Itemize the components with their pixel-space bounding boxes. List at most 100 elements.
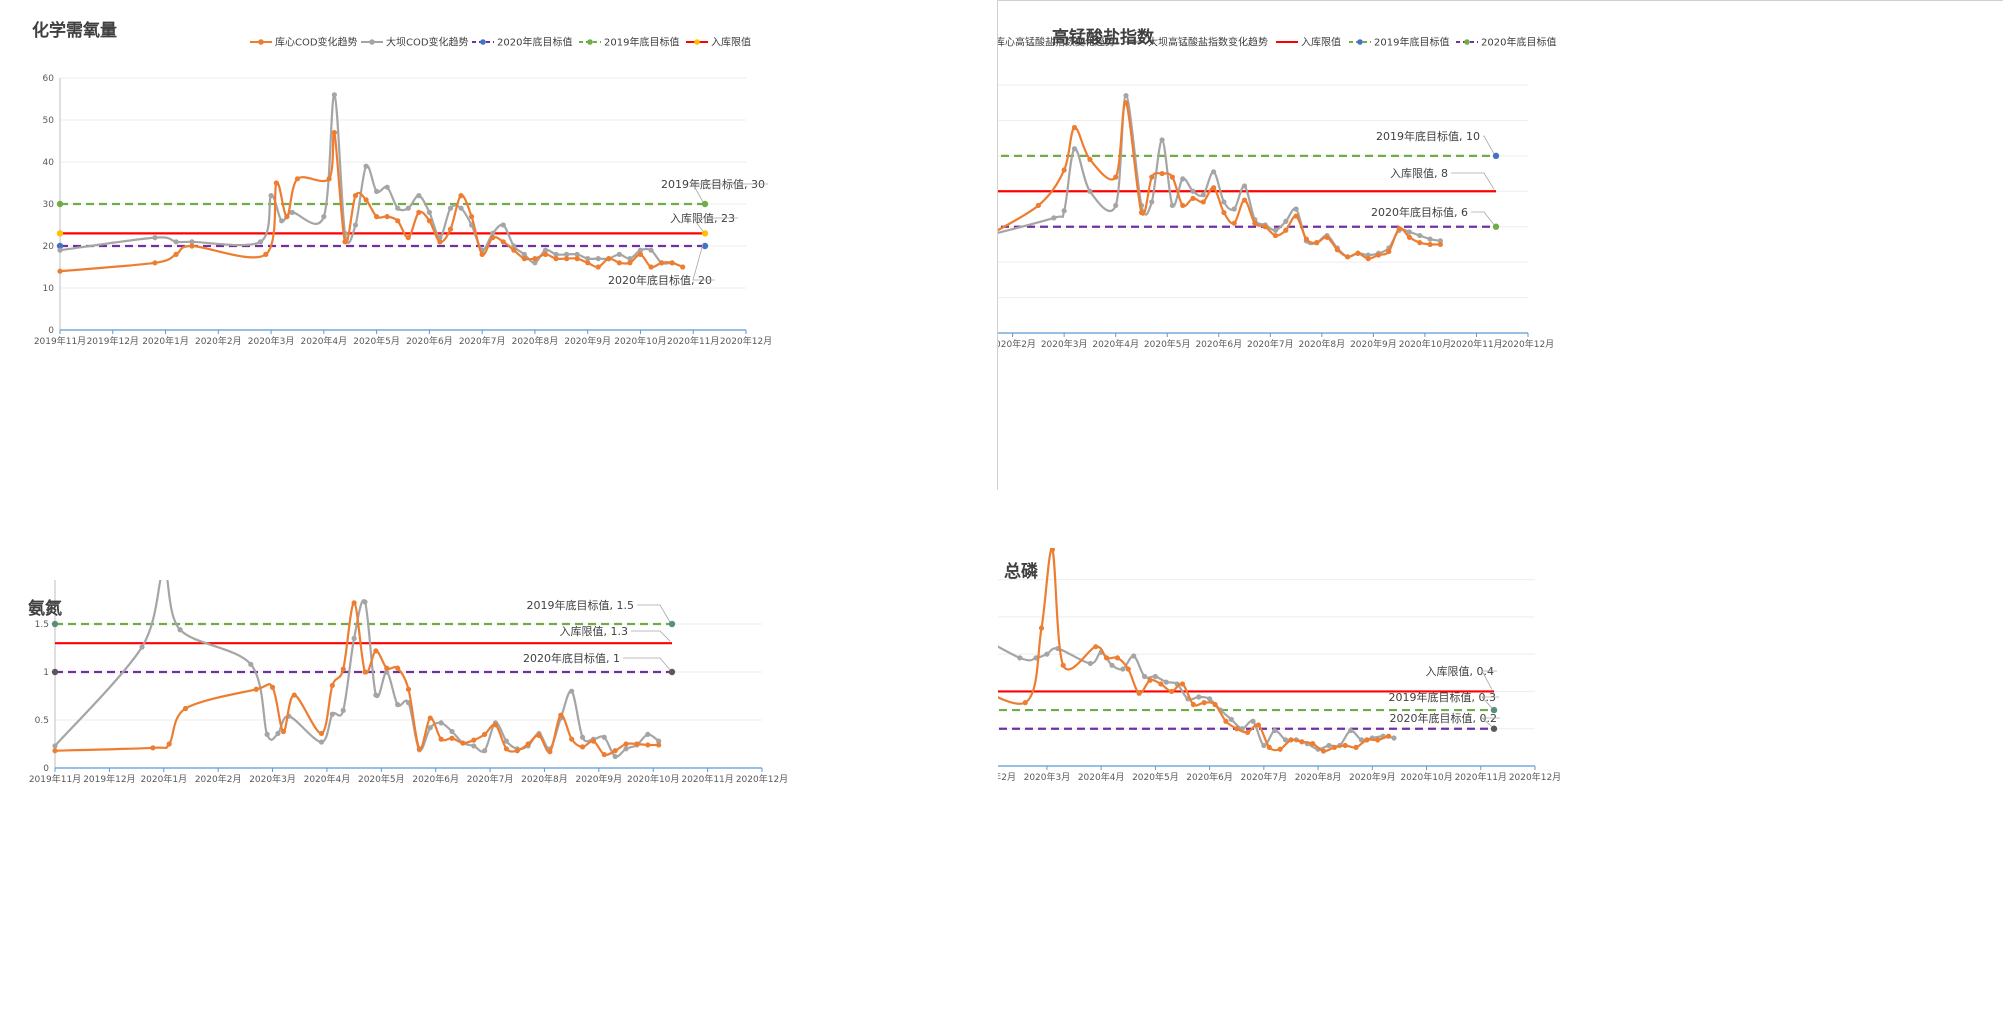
x-tick-label: 2020年2月 [195, 773, 242, 785]
data-point [1190, 701, 1196, 708]
data-point [177, 627, 183, 633]
legend-item: 大坝高锰酸盐指数变化趋势 [1123, 36, 1268, 49]
reference-label: 2020年底目标值, 0.2 [1390, 711, 1497, 725]
data-point [521, 256, 527, 262]
data-point [532, 256, 538, 262]
x-tick-label: 2020年3月 [249, 773, 296, 785]
data-point [318, 730, 325, 737]
data-point [585, 260, 591, 266]
data-point [1060, 662, 1066, 668]
data-point [1061, 167, 1067, 173]
data-point [1282, 737, 1289, 743]
data-point [680, 264, 686, 270]
data-point [1241, 183, 1248, 189]
data-point [1200, 192, 1206, 198]
x-tick-label: 2020年7月 [1247, 338, 1294, 350]
reference-end-marker [701, 242, 709, 250]
data-point [585, 256, 591, 262]
series-line [59, 130, 684, 273]
data-point [1103, 655, 1110, 661]
data-point [1180, 202, 1186, 209]
data-point [263, 251, 269, 257]
reference-end-marker [1490, 706, 1498, 714]
data-point [1241, 197, 1248, 203]
data-point [363, 163, 369, 169]
data-point [1212, 701, 1218, 708]
data-point [1293, 206, 1299, 212]
data-point [248, 661, 254, 667]
x-tick-label: 2020年6月 [1195, 338, 1242, 350]
data-point [511, 247, 517, 253]
y-tick-label: 20 [43, 242, 55, 252]
data-point [1221, 199, 1227, 205]
legend-marker [369, 39, 375, 45]
data-point [563, 256, 570, 262]
data-point [1159, 170, 1165, 177]
reference-label: 入库限值, 8 [1390, 167, 1448, 180]
legend-item: 大坝COD变化趋势 [361, 36, 469, 49]
reference-label: 2020年底目标值, 20 [608, 273, 712, 287]
chart-title: 高锰酸盐指数 [1052, 28, 1154, 48]
data-point [1355, 250, 1361, 256]
data-point [612, 748, 618, 754]
data-point [437, 239, 443, 245]
data-point [1234, 726, 1240, 732]
y-tick-label: 2 [43, 580, 49, 582]
data-point [1022, 700, 1028, 706]
data-point [645, 742, 651, 748]
reference-leader-line [692, 217, 738, 232]
data-point [1342, 742, 1348, 749]
data-point [57, 268, 63, 274]
legend-item: 入库限值 [1276, 36, 1341, 49]
data-point [1113, 174, 1119, 180]
data-point [525, 741, 531, 747]
y-tick-label: 40 [43, 158, 55, 168]
data-point [405, 205, 411, 211]
x-tick-label: 2020年10月 [1400, 771, 1452, 783]
x-tick-label: 2020年12月 [1502, 338, 1554, 350]
data-point [173, 239, 179, 245]
data-point [1283, 218, 1289, 224]
data-point [269, 684, 276, 690]
data-point [1113, 202, 1119, 209]
data-point [1272, 227, 1279, 233]
data-point [569, 688, 575, 694]
data-point [1169, 174, 1175, 180]
data-point [253, 686, 259, 692]
data-point [1417, 232, 1423, 239]
data-point [536, 732, 542, 738]
x-tick-label: 2020年10月 [1399, 338, 1451, 350]
data-point [1071, 146, 1078, 152]
chart-panel-nh3: 氨氮 00.511.522.52019年11月2019年12月2020年1月20… [0, 484, 997, 1006]
data-point [447, 226, 454, 232]
data-point [1326, 742, 1332, 749]
data-point [623, 741, 629, 747]
reference-end-marker [701, 200, 709, 208]
chart-title: 氨氮 [28, 599, 62, 619]
data-point [405, 686, 412, 692]
legend-item: 2019年底目标值 [1349, 36, 1449, 49]
data-point [579, 734, 586, 740]
data-point [351, 600, 357, 606]
data-point [1310, 741, 1316, 747]
reference-label: 2019年底目标值, 0.3 [1389, 690, 1496, 704]
data-point [340, 707, 346, 713]
data-point [637, 247, 644, 253]
data-point [1207, 696, 1213, 702]
data-point [1221, 209, 1227, 216]
data-point [1299, 739, 1305, 745]
x-tick-label: 2020年5月 [1132, 771, 1179, 783]
data-point [1353, 744, 1359, 750]
data-point [669, 260, 675, 266]
data-point [284, 214, 290, 220]
data-point [362, 669, 368, 675]
data-point [458, 193, 464, 199]
data-point [1200, 199, 1206, 205]
x-tick-label: 2020年11月 [681, 773, 733, 785]
reference-start-marker [51, 620, 59, 628]
data-point [1396, 225, 1402, 232]
data-point [1149, 174, 1155, 180]
data-point [384, 214, 390, 220]
data-point [352, 222, 359, 228]
data-point [374, 188, 380, 194]
